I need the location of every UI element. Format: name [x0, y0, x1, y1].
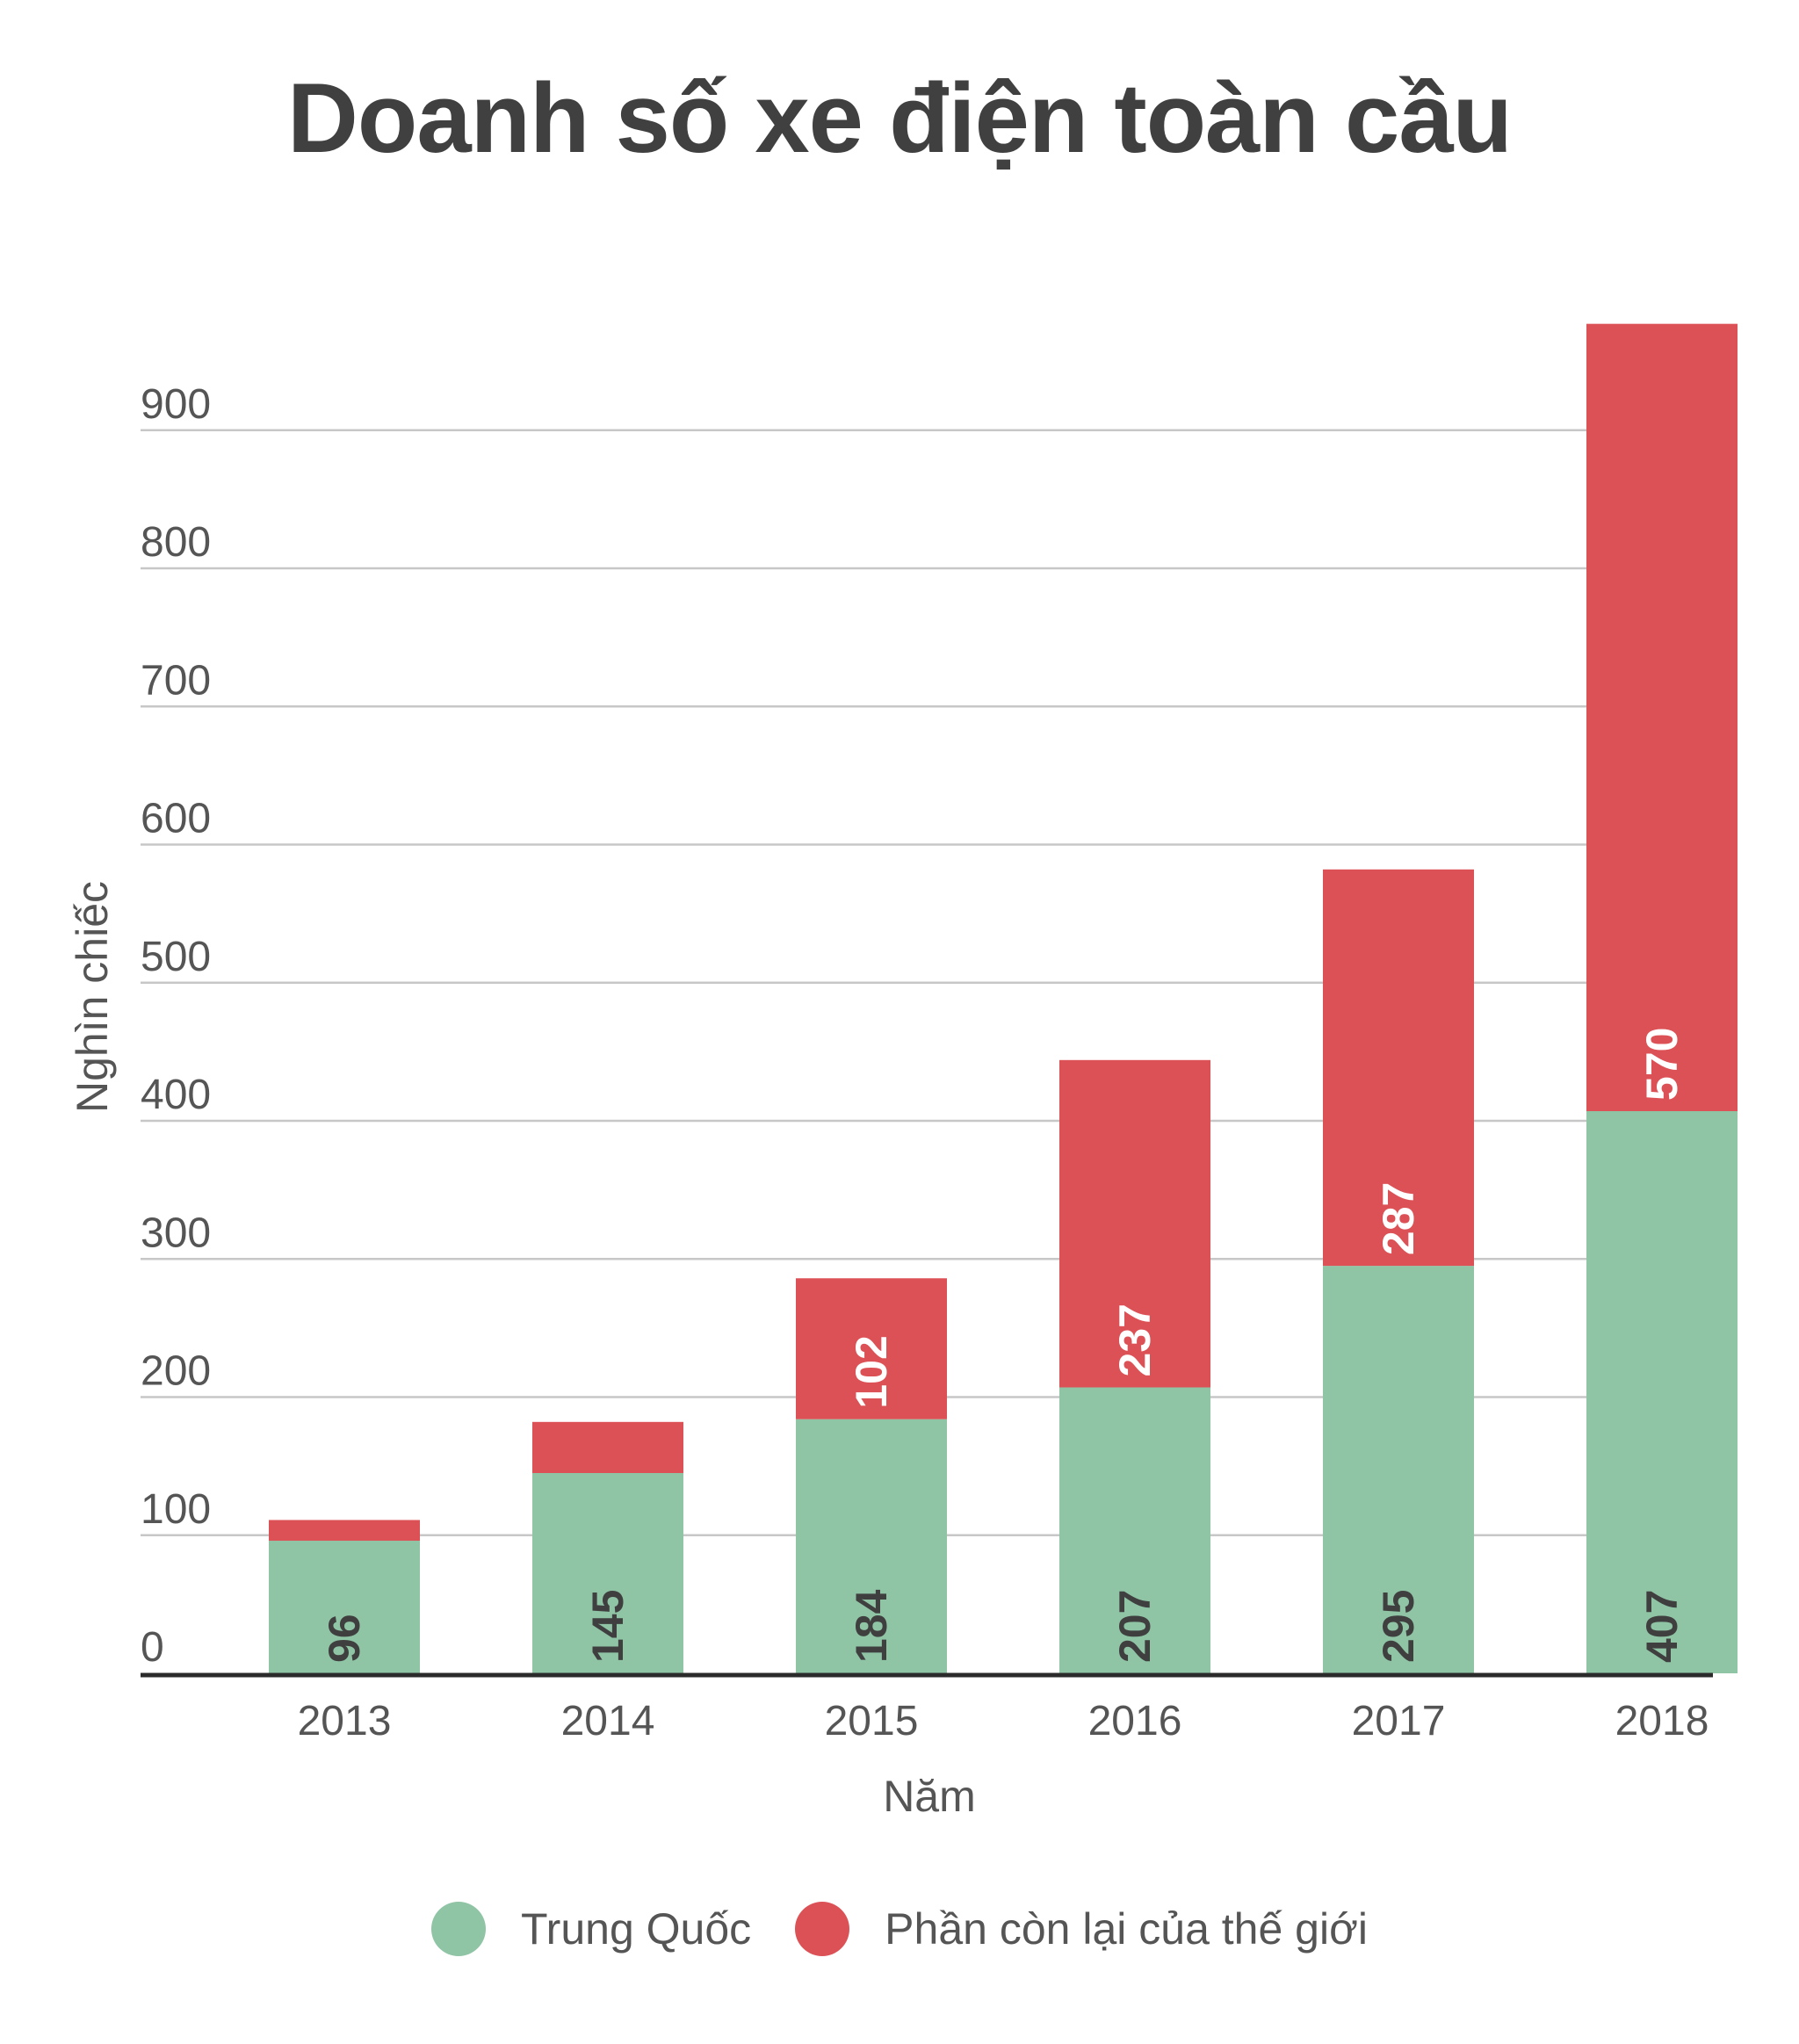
- bar-label-china-2013: 96: [320, 1614, 369, 1663]
- legend-label-rest-of-world: Phần còn lại của thế giới: [885, 1904, 1368, 1954]
- y-tick-label-200: 200: [141, 1348, 211, 1395]
- legend-swatch-rest-of-world: [795, 1902, 850, 1956]
- legend-label-china: Trung Quốc: [521, 1904, 752, 1954]
- bar-label-rest-of-world-2016: 237: [1110, 1304, 1160, 1376]
- x-axis-title: Năm: [883, 1772, 976, 1821]
- y-tick-label-100: 100: [141, 1486, 211, 1533]
- y-tick-label-500: 500: [141, 934, 211, 980]
- legend: Trung Quốc Phần còn lại của thế giới: [0, 1902, 1799, 1956]
- y-tick-label-800: 800: [141, 519, 211, 566]
- bar-label-china-2015: 184: [847, 1589, 896, 1663]
- bar-rest-of-world-2017: [1323, 869, 1474, 1267]
- bar-china-2017: [1323, 1266, 1474, 1673]
- bar-label-china-2017: 295: [1374, 1590, 1423, 1663]
- bar-china-2018: [1586, 1110, 1738, 1673]
- x-tick-label-2014: 2014: [561, 1698, 655, 1744]
- x-tick-label-2016: 2016: [1088, 1698, 1182, 1744]
- bar-label-china-2014: 145: [583, 1590, 632, 1663]
- bar-china-2015: [796, 1419, 947, 1673]
- y-tick-label-300: 300: [141, 1210, 211, 1256]
- bar-label-rest-of-world-2017: 287: [1374, 1182, 1423, 1255]
- bar-rest-of-world-2018: [1586, 323, 1738, 1111]
- bar-china-2014: [532, 1472, 683, 1673]
- y-tick-label-900: 900: [141, 381, 211, 428]
- x-tick-label-2013: 2013: [298, 1698, 392, 1744]
- y-tick-label-0: 0: [141, 1624, 164, 1671]
- chart-title: Doanh số xe điện toàn cầu: [287, 63, 1513, 173]
- x-tick-label-2018: 2018: [1615, 1698, 1709, 1744]
- y-tick-label-400: 400: [141, 1072, 211, 1118]
- legend-item-rest-of-world[interactable]: Phần còn lại của thế giới: [795, 1902, 1368, 1956]
- bar-label-china-2016: 207: [1110, 1590, 1160, 1663]
- y-tick-label-700: 700: [141, 657, 211, 704]
- y-axis-title: Nghìn chiếc: [68, 881, 117, 1113]
- x-tick-label-2015: 2015: [825, 1698, 919, 1744]
- legend-item-china[interactable]: Trung Quốc: [431, 1902, 751, 1956]
- bar-rest-of-world-2013: [269, 1520, 420, 1542]
- bar-china-2016: [1059, 1387, 1210, 1673]
- bar-label-rest-of-world-2015: 102: [847, 1335, 896, 1408]
- y-tick-label-600: 600: [141, 796, 211, 842]
- bar-label-china-2018: 407: [1637, 1590, 1687, 1663]
- bar-label-rest-of-world-2018: 570: [1637, 1028, 1687, 1101]
- legend-swatch-china: [431, 1902, 486, 1956]
- x-tick-label-2017: 2017: [1352, 1698, 1446, 1744]
- bar-rest-of-world-2014: [532, 1421, 683, 1473]
- bar-china-2013: [269, 1541, 420, 1673]
- bar-rest-of-world-2015: [796, 1278, 947, 1419]
- bar-rest-of-world-2016: [1059, 1059, 1210, 1388]
